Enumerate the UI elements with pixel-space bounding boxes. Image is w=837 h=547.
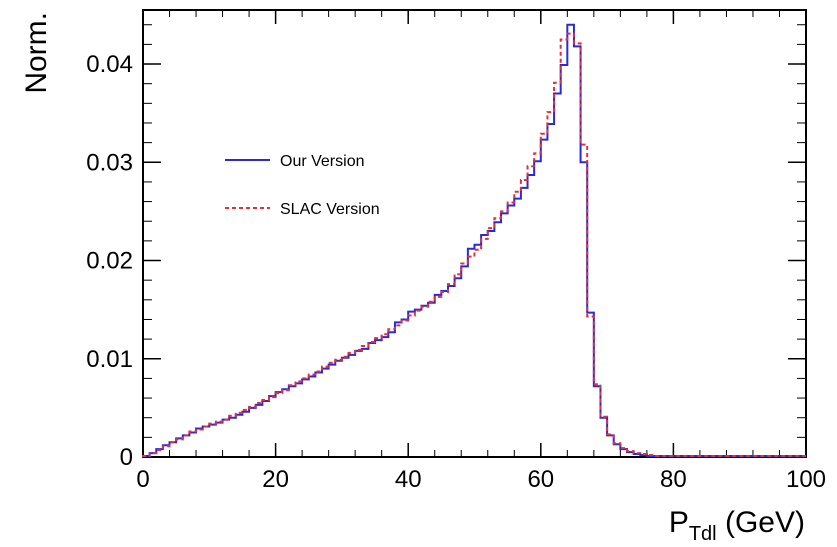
- plot-border: [142, 9, 807, 458]
- x-axis-title: PTdl (GeV): [669, 506, 805, 545]
- y-tick-label: 0.03: [86, 149, 133, 176]
- x-axis-title-subscript: Tdl: [689, 523, 717, 545]
- x-tick-label: 40: [395, 466, 422, 493]
- plot-frame: [142, 9, 807, 458]
- x-tick-label: 60: [527, 466, 554, 493]
- y-tick-label: 0: [120, 444, 133, 471]
- series-line-slac-version: [142, 32, 806, 458]
- series-line-our-version: [142, 23, 806, 458]
- series-layer: [142, 23, 806, 458]
- x-tick-label: 80: [660, 466, 687, 493]
- y-axis-ticks: 0 0.01 0.02 0.03 0.04: [86, 24, 806, 471]
- x-axis-ticks: 0 20 40 60 80 100: [136, 10, 826, 493]
- x-axis-title-unit: (GeV): [717, 506, 805, 539]
- x-axis-title-main: P: [669, 506, 689, 539]
- legend-label: SLAC Version: [280, 201, 380, 218]
- y-axis-title: Norm.: [20, 12, 53, 94]
- x-tick-label: 0: [136, 466, 149, 493]
- y-tick-label: 0.01: [86, 346, 133, 373]
- y-tick-label: 0.02: [86, 248, 133, 275]
- x-tick-label: 20: [262, 466, 289, 493]
- legend-label: Our Version: [280, 153, 364, 170]
- legend: Our Version SLAC Version: [225, 153, 380, 218]
- y-tick-label: 0.04: [86, 51, 133, 78]
- x-tick-label: 100: [786, 466, 826, 493]
